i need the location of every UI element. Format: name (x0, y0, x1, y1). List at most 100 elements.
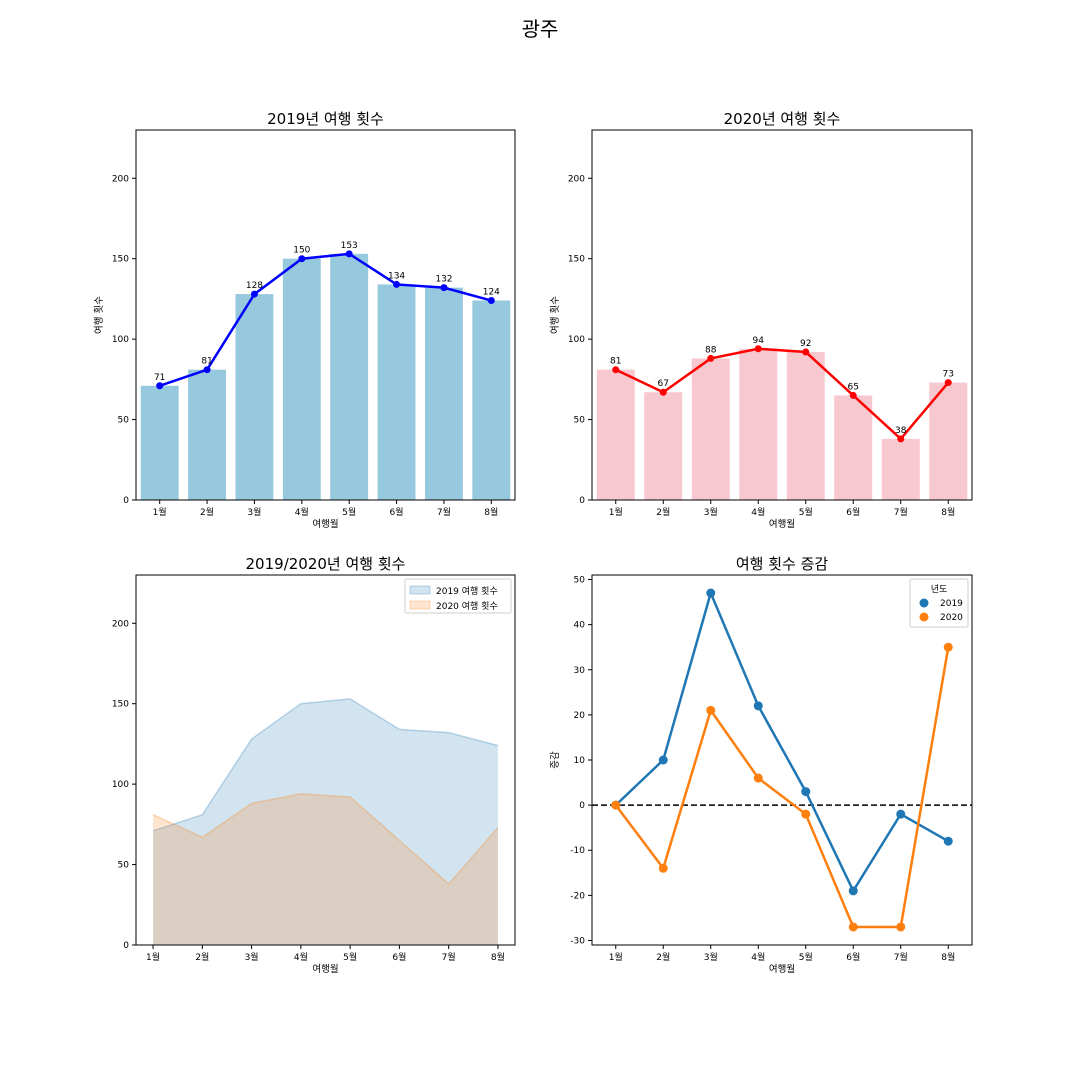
y-tick-label: -30 (570, 936, 585, 946)
bar-2월 (188, 369, 227, 500)
panel-title: 여행 횟수 증감 (736, 555, 829, 573)
data-label: 124 (483, 288, 500, 298)
trend-point (802, 348, 810, 356)
bar-7월 (881, 438, 920, 500)
y-tick-label: 30 (574, 666, 586, 676)
x-tick-label: 6월 (846, 506, 860, 518)
trend-point (440, 284, 448, 292)
series-point-2020 (848, 922, 858, 932)
y-tick-label: -20 (570, 891, 585, 901)
y-tick-label: 10 (574, 756, 586, 766)
series-point-2020 (611, 800, 621, 810)
chart-trip-change: 여행 횟수 증감 -30 -20 -10 0 10 20 30 40 50 1월 2월 3월 4월 5월 6월… (549, 555, 973, 975)
y-tick-label: 50 (118, 861, 130, 871)
series-point-2019 (706, 588, 716, 598)
trend-point (944, 379, 952, 387)
x-tick-label: 7월 (894, 506, 908, 518)
y-tick-label: 100 (112, 335, 129, 345)
data-label: 92 (800, 339, 811, 349)
bar-7월 (424, 287, 463, 500)
figure-title: 광주 (522, 17, 559, 41)
area-2020 여행 횟수 (153, 793, 498, 945)
plot-frame (135, 574, 516, 946)
area-edge-2020 여행 횟수 (152, 793, 499, 885)
y-tick-label: 200 (112, 174, 129, 184)
trend-point (754, 345, 762, 353)
legend-marker (919, 598, 929, 608)
x-tick-label: 4월 (295, 506, 309, 518)
bar-8월 (929, 382, 968, 500)
bar-5월 (330, 253, 369, 500)
x-tick-label: 2월 (656, 951, 670, 963)
y-axis-label: 여행 횟수 (93, 296, 105, 334)
bar-6월 (834, 395, 873, 500)
series-point-2020 (658, 863, 668, 873)
data-label: 88 (705, 345, 717, 355)
legend-title: 년도 (931, 584, 948, 595)
y-tick-label: -10 (570, 846, 585, 856)
y-tick-label: 100 (112, 780, 129, 790)
bar-5월 (786, 352, 825, 500)
x-axis-label: 여행월 (312, 518, 338, 530)
series-point-2020 (706, 705, 716, 715)
bar-3월 (235, 294, 274, 500)
x-axis-label: 여행월 (769, 518, 795, 530)
y-axis-label: 증감 (549, 751, 561, 769)
area-edge-2019 여행 횟수 (152, 698, 499, 832)
y-tick-label: 50 (574, 416, 586, 426)
y-tick-label: 0 (123, 941, 129, 951)
data-label: 67 (658, 379, 669, 389)
y-tick-label: 150 (112, 255, 129, 265)
trend-point (849, 391, 857, 399)
bar-8월 (472, 300, 511, 500)
bar-1월 (140, 385, 179, 500)
y-tick-label: 150 (568, 255, 585, 265)
legend: 년도 2019 2020 (909, 578, 969, 628)
x-tick-label: 1월 (153, 506, 167, 518)
x-tick-label: 3월 (704, 951, 718, 963)
x-tick-label: 7월 (894, 951, 908, 963)
x-tick-label: 6월 (392, 951, 406, 963)
data-label: 153 (341, 241, 358, 251)
data-label: 134 (388, 271, 405, 281)
series-point-2019 (801, 787, 811, 797)
plot-frame (135, 129, 516, 501)
x-tick-label: 6월 (846, 951, 860, 963)
x-tick-label: 2월 (200, 506, 214, 518)
data-label: 71 (154, 373, 165, 383)
x-tick-label: 8월 (491, 951, 505, 963)
data-label: 65 (848, 382, 859, 392)
x-tick-label: 4월 (294, 951, 308, 963)
legend-label: 2020 여행 횟수 (436, 600, 498, 612)
x-tick-label: 1월 (609, 951, 623, 963)
legend-label: 2019 여행 횟수 (436, 585, 498, 597)
series-point-2019 (848, 886, 858, 896)
trend-point (203, 366, 211, 374)
y-tick-label: 0 (123, 496, 129, 506)
legend-swatch (409, 600, 431, 610)
trend-line (615, 347, 950, 441)
y-tick-label: 150 (112, 700, 129, 710)
legend-box (404, 578, 512, 614)
x-tick-label: 3월 (247, 506, 261, 518)
y-tick-label: 50 (118, 416, 130, 426)
x-tick-label: 7월 (437, 506, 451, 518)
bar-6월 (377, 284, 416, 500)
trend-point (393, 280, 401, 288)
x-tick-label: 4월 (751, 506, 765, 518)
data-label: 38 (895, 426, 907, 436)
bar-4월 (282, 258, 321, 500)
x-tick-label: 3월 (245, 951, 259, 963)
x-tick-label: 4월 (751, 951, 765, 963)
data-label: 81 (201, 357, 212, 367)
area-2019 여행 횟수 (153, 698, 498, 945)
y-tick-label: 200 (568, 174, 585, 184)
y-tick-label: 0 (579, 801, 585, 811)
trend-line (159, 252, 492, 387)
data-label: 128 (246, 281, 263, 291)
series-point-2020 (943, 642, 953, 652)
y-tick-label: 200 (112, 619, 129, 629)
x-tick-label: 6월 (390, 506, 404, 518)
chart-2020-trips: 2020년 여행 횟수 81 67 88 94 92 65 38 73 0 50 100 150 200 1… (549, 110, 973, 530)
